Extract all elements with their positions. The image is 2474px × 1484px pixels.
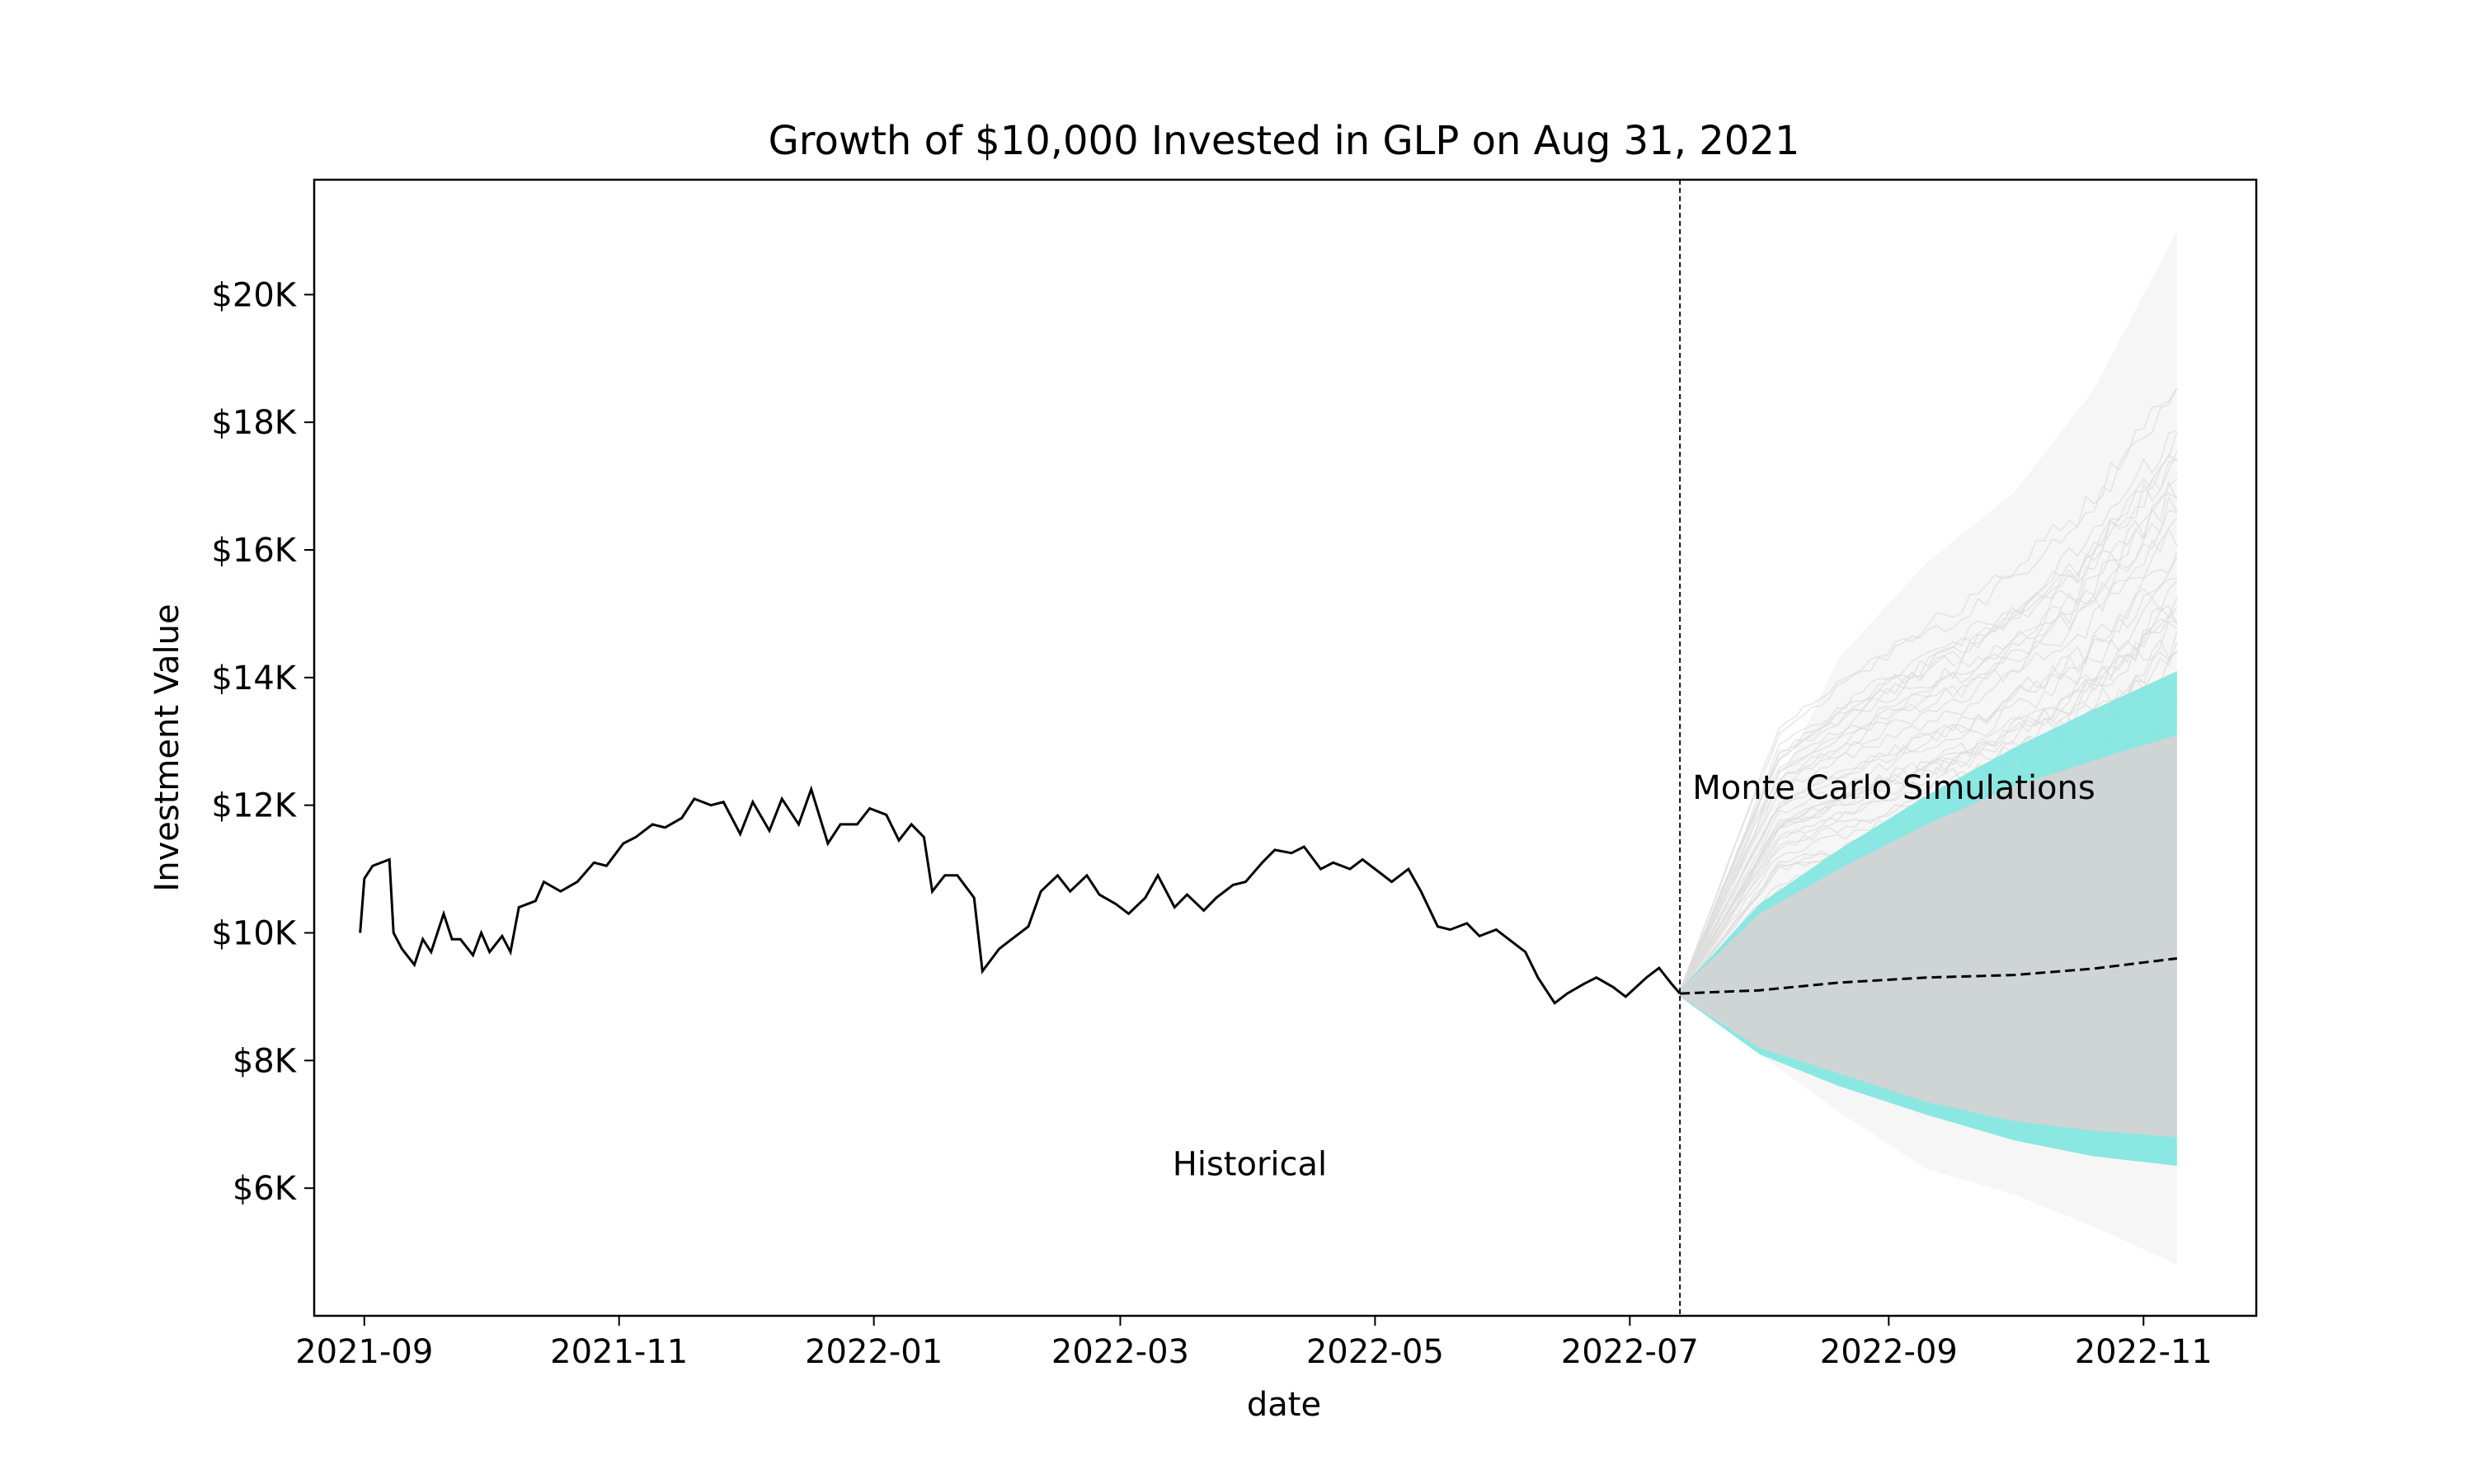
simulation-band-inner (1680, 735, 2177, 1138)
x-tick-label: 2022-09 (1820, 1333, 1958, 1371)
y-tick-label: $12K (211, 787, 297, 825)
y-tick-label: $20K (211, 276, 297, 314)
simulation-path (1679, 552, 2178, 993)
y-tick-label: $16K (211, 532, 297, 570)
historical-annotation: Historical (1173, 1146, 1327, 1184)
simulation-path (1679, 517, 2178, 993)
simulation-path (1679, 527, 2178, 993)
simulation-path (1679, 580, 2178, 993)
plot-area: Historical Monte Carlo Simulations (359, 180, 2178, 1316)
historical-line (359, 785, 1681, 1005)
y-tick-label: $8K (233, 1042, 298, 1080)
simulation-path (1679, 432, 2178, 993)
y-axis-label: Investment Value (148, 603, 186, 891)
y-tick-label: $18K (211, 404, 297, 442)
y-tick-label: $14K (211, 660, 297, 697)
chart-title: Growth of $10,000 Invested in GLP on Aug… (769, 118, 1800, 164)
simulation-path (1679, 577, 2177, 993)
simulation-path (1679, 477, 2178, 993)
x-tick-label: 2022-07 (1561, 1333, 1699, 1371)
median-forecast-line (1680, 957, 2177, 995)
simulation-path (1679, 492, 2178, 993)
simulation-path (1679, 387, 2178, 992)
y-tick-label: $6K (233, 1170, 298, 1208)
simulation-path (1679, 630, 2178, 993)
x-tick-label: 2022-11 (2075, 1333, 2213, 1371)
x-axis: 2021-09 2021-11 2022-01 2022-03 2022-05 2022-… (295, 1316, 2213, 1371)
simulation-path (1679, 451, 2178, 993)
x-axis-label: date (1247, 1386, 1321, 1424)
x-tick-label: 2021-11 (550, 1333, 688, 1371)
y-tick-label: $10K (211, 915, 297, 953)
x-tick-label: 2022-05 (1306, 1333, 1444, 1371)
x-tick-label: 2022-03 (1051, 1333, 1189, 1371)
simulation-path (1679, 479, 2178, 993)
simulations-annotation: Monte Carlo Simulations (1692, 769, 2095, 807)
simulation-path (1679, 597, 2178, 993)
x-tick-label: 2022-01 (805, 1333, 943, 1371)
x-tick-label: 2021-09 (295, 1333, 433, 1371)
y-axis: $6K $8K $10K $12K $14K $16K $18K $20K (211, 276, 314, 1208)
simulation-path (1679, 430, 2178, 992)
plot-frame (313, 178, 2258, 1317)
simulation-path (1679, 387, 2178, 992)
simulation-path (1679, 618, 2178, 993)
simulation-path (1679, 510, 2177, 993)
